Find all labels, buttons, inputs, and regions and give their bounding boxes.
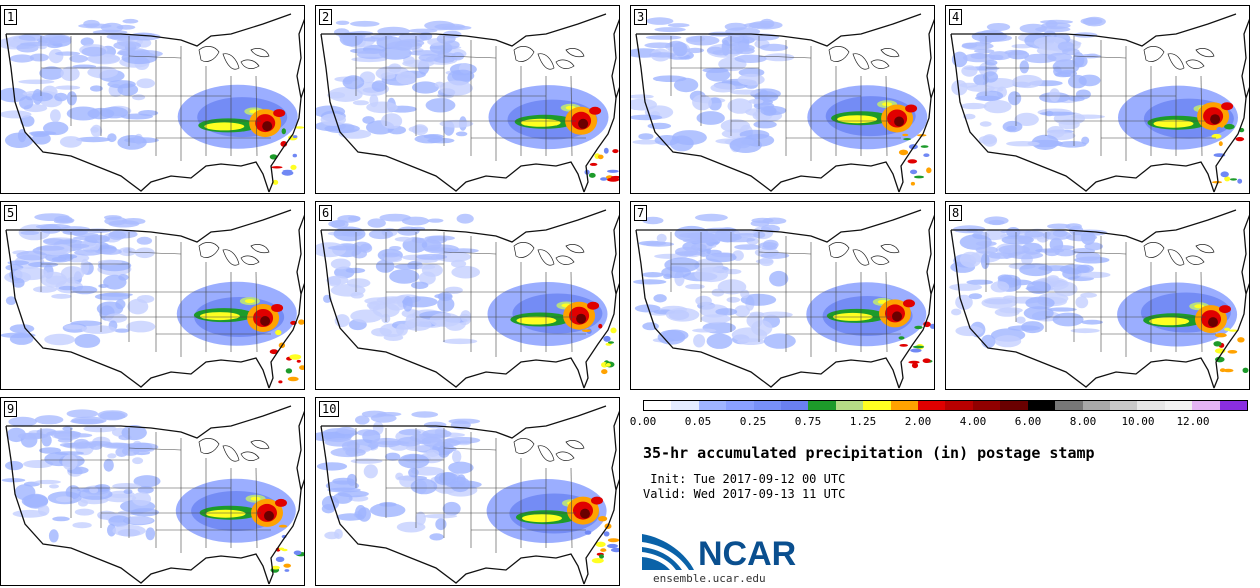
member-number: 1 — [4, 9, 18, 25]
logo-url: ensemble.ucar.edu — [653, 572, 766, 585]
colorbar-tick-label: 4.00 — [959, 415, 987, 428]
plot-title: 35-hr accumulated precipitation (in) pos… — [643, 444, 1095, 462]
colorbar-tick-label: 0.75 — [794, 415, 822, 428]
colorbar-cell — [781, 401, 809, 410]
colorbar-cell — [1192, 401, 1220, 410]
colorbar-tick-label: 2.00 — [904, 415, 932, 428]
colorbar-tick-label: 12.00 — [1176, 415, 1210, 428]
ensemble-member-panel: 4 — [945, 5, 1250, 194]
ensemble-member-panel: 8 — [945, 201, 1250, 390]
colorbar-cell — [1055, 401, 1083, 410]
colorbar-cell — [808, 401, 836, 410]
colorbar-cell — [698, 401, 727, 410]
colorbar-cell — [1082, 401, 1110, 410]
colorbar-cell — [945, 401, 973, 410]
ensemble-member-panel: 6 — [315, 201, 620, 390]
colorbar-tick-label: 1.25 — [849, 415, 877, 428]
ensemble-member-panel: 9 — [0, 397, 305, 586]
colorbar-tick-label: 10.00 — [1121, 415, 1155, 428]
colorbar-tick-label: 0.05 — [684, 415, 712, 428]
member-number: 10 — [319, 401, 340, 417]
colorbar-cell — [918, 401, 946, 410]
ensemble-member-panel: 10 — [315, 397, 620, 586]
valid-time: Valid: Wed 2017-09-13 11 UTC — [643, 487, 846, 501]
colorbar-tick-label: 6.00 — [1014, 415, 1042, 428]
ensemble-member-panel: 2 — [315, 5, 620, 194]
member-number: 4 — [949, 9, 963, 25]
colorbar-cell — [753, 401, 782, 410]
ensemble-member-panel: 5 — [0, 201, 305, 390]
member-number: 3 — [634, 9, 648, 25]
colorbar-cell — [671, 401, 699, 410]
init-time: Init: Tue 2017-09-12 00 UTC — [643, 472, 846, 486]
colorbar-cell — [835, 401, 864, 410]
colorbar-cell — [1109, 401, 1138, 410]
member-number: 2 — [319, 9, 333, 25]
colorbar-cell — [863, 401, 891, 410]
ncar-logo-icon — [642, 534, 694, 570]
member-number: 9 — [4, 401, 18, 417]
precip-colorbar — [643, 400, 1248, 411]
colorbar-cell — [1000, 401, 1028, 410]
colorbar-tick-label: 0.25 — [739, 415, 767, 428]
colorbar-tick-label: 0.00 — [629, 415, 657, 428]
colorbar-cell — [726, 401, 754, 410]
ensemble-member-panel: 7 — [630, 201, 935, 390]
colorbar-cell — [1137, 401, 1165, 410]
colorbar-cell — [1219, 401, 1247, 410]
member-number: 6 — [319, 205, 333, 221]
colorbar-tick-label: 8.00 — [1069, 415, 1097, 428]
colorbar-cell — [890, 401, 919, 410]
member-number: 5 — [4, 205, 18, 221]
colorbar-cell — [1164, 401, 1193, 410]
logo-wordmark: NCAR — [698, 535, 797, 573]
member-number: 7 — [634, 205, 648, 221]
colorbar-cell — [1027, 401, 1056, 410]
colorbar-cell — [644, 401, 672, 410]
colorbar-cell — [972, 401, 1001, 410]
member-number: 8 — [949, 205, 963, 221]
ensemble-member-panel: 1 — [0, 5, 305, 194]
ensemble-member-panel: 3 — [630, 5, 935, 194]
